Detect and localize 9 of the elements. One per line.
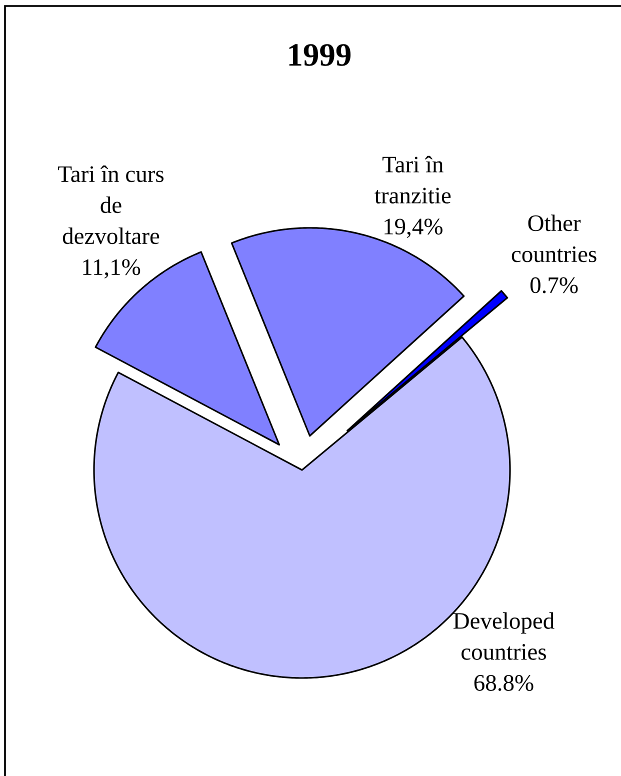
data-label: 11,1% <box>83 259 140 278</box>
slice-label: Other countries <box>512 214 596 262</box>
data-label: 0.7% <box>530 277 578 294</box>
slice-label: Developed countries <box>454 612 554 660</box>
slice-label: Tari în tranzitie <box>374 156 451 204</box>
slice-label: Tari în curs de dezvoltare <box>58 165 164 244</box>
chart-title: 1999 <box>289 44 351 66</box>
data-label: 19,4% <box>384 218 442 238</box>
data-label: 68.8% <box>474 674 534 691</box>
